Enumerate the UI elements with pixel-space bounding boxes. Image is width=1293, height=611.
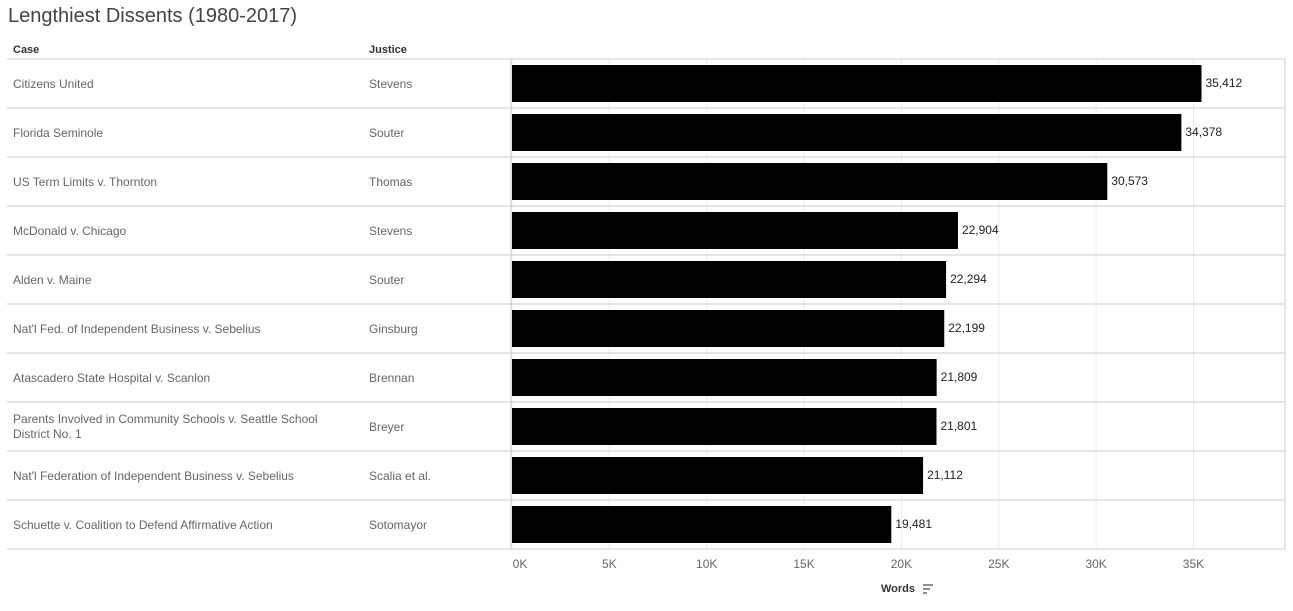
case-label: Schuette v. Coalition to Defend Affirmat… <box>13 517 273 532</box>
justice-label: Stevens <box>369 223 413 238</box>
x-tick-label: 25K <box>988 557 1009 571</box>
x-axis-title: Words <box>881 583 915 595</box>
x-tick-label: 15K <box>793 557 814 571</box>
x-tick-label: 10K <box>696 557 717 571</box>
justice-label: Scalia et al. <box>369 468 432 483</box>
justice-label: Ginsburg <box>369 321 418 336</box>
case-label: Florida Seminole <box>13 125 104 140</box>
value-label: 30,573 <box>1111 174 1148 188</box>
bar <box>512 359 937 396</box>
value-label: 35,412 <box>1206 76 1243 90</box>
value-label: 19,481 <box>895 517 932 531</box>
case-label: Alden v. Maine <box>13 272 92 287</box>
bar <box>512 114 1182 151</box>
bar <box>512 261 947 298</box>
value-label: 22,904 <box>962 223 999 237</box>
value-label: 21,112 <box>927 468 963 482</box>
case-label: Nat'l Fed. of Independent Business v. Se… <box>13 321 261 336</box>
case-label: Citizens United <box>13 76 94 91</box>
case-label: Atascadero State Hospital v. Scanlon <box>13 370 211 385</box>
x-tick-label: 0K <box>513 557 528 571</box>
justice-label: Sotomayor <box>369 517 428 532</box>
column-header: Justice <box>369 44 407 56</box>
case-label: Parents Involved in Community Schools v.… <box>13 412 318 441</box>
case-label: Nat'l Federation of Independent Business… <box>13 468 294 483</box>
column-header: Case <box>13 44 40 56</box>
bar <box>512 212 958 249</box>
x-tick-label: 35K <box>1183 557 1204 571</box>
bar <box>512 65 1202 102</box>
bar <box>512 163 1108 200</box>
justice-label: Breyer <box>369 419 405 434</box>
bar <box>512 408 937 445</box>
bar <box>512 457 924 494</box>
value-label: 22,199 <box>948 321 985 335</box>
x-tick-label: 20K <box>891 557 912 571</box>
justice-label: Thomas <box>369 174 413 189</box>
value-label: 34,378 <box>1185 125 1222 139</box>
justice-label: Souter <box>369 125 405 140</box>
value-label: 22,294 <box>950 272 987 286</box>
justice-label: Stevens <box>369 76 413 91</box>
value-label: 21,809 <box>941 370 978 384</box>
chart-title: Lengthiest Dissents (1980-2017) <box>8 5 298 27</box>
x-tick-label: 5K <box>602 557 617 571</box>
bar <box>512 310 945 347</box>
case-label: McDonald v. Chicago <box>13 223 127 238</box>
value-label: 21,801 <box>940 419 977 433</box>
case-label: US Term Limits v. Thornton <box>13 174 158 189</box>
justice-label: Souter <box>369 272 405 287</box>
x-tick-label: 30K <box>1085 557 1106 571</box>
bar <box>512 506 892 543</box>
justice-label: Brennan <box>369 370 415 385</box>
